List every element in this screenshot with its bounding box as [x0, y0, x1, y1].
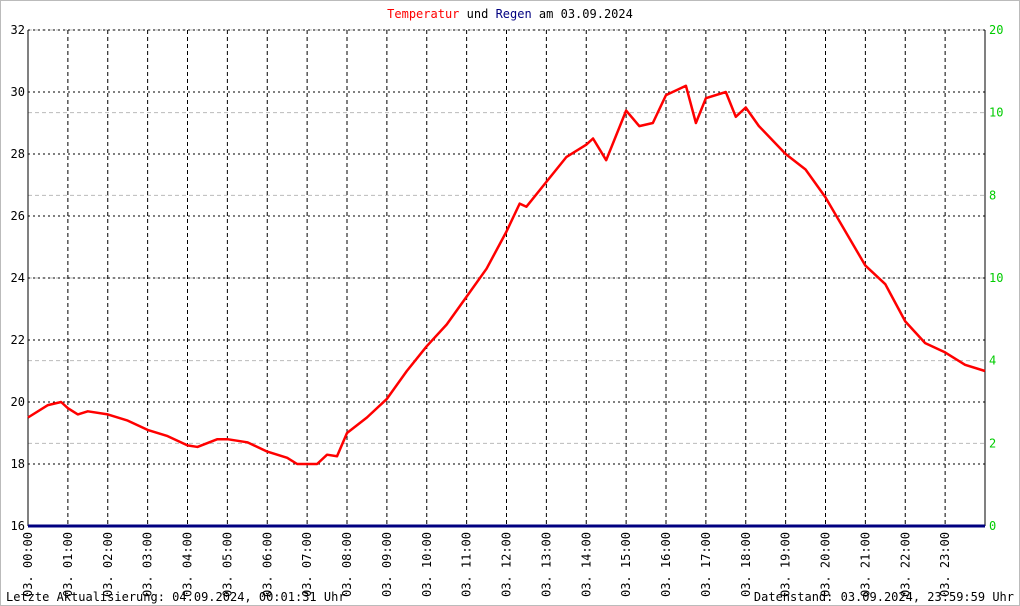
- y2-tick-label: 10: [989, 106, 1003, 120]
- x-tick-label: 03. 03:00: [141, 532, 155, 597]
- y2-tick-label: 2: [989, 436, 996, 450]
- footer-left: Letzte Aktualisierung: 04.09.2024, 00:01…: [6, 590, 346, 604]
- x-tick-label: 03. 08:00: [340, 532, 354, 597]
- x-tick-label: 03. 15:00: [619, 532, 633, 597]
- title-part: am 03.09.2024: [539, 7, 633, 21]
- x-tick-label: 03. 05:00: [220, 532, 234, 597]
- y2-tick-label: 20: [989, 23, 1003, 37]
- x-tick-label: 03. 09:00: [380, 532, 394, 597]
- x-tick-label: 03. 07:00: [300, 532, 314, 597]
- x-tick-label: 03. 16:00: [659, 532, 673, 597]
- y-tick-label: 16: [11, 519, 25, 533]
- y-tick-label: 22: [11, 333, 25, 347]
- x-tick-label: 03. 22:00: [898, 532, 912, 597]
- y-tick-label: 20: [11, 395, 25, 409]
- series-line: [27, 84, 986, 466]
- y-tick-label: 28: [11, 147, 25, 161]
- x-tick-label: 03. 21:00: [858, 532, 872, 597]
- y-tick-label: 32: [11, 23, 25, 37]
- y2-tick-label: 10: [989, 271, 1003, 285]
- footer-right: Datenstand: 03.09.2024, 23:59:59 Uhr: [754, 590, 1014, 604]
- x-tick-label: 03. 02:00: [101, 532, 115, 597]
- x-tick-label: 03. 17:00: [699, 532, 713, 597]
- y2-tick-label: 4: [989, 354, 996, 368]
- x-tick-label: 03. 23:00: [938, 532, 952, 597]
- x-tick-label: 03. 10:00: [420, 532, 434, 597]
- title-part: und: [467, 7, 489, 21]
- x-tick-label: 03. 20:00: [819, 532, 833, 597]
- x-tick-label: 03. 00:00: [21, 532, 35, 597]
- y-tick-label: 30: [11, 85, 25, 99]
- x-tick-label: 03. 13:00: [539, 532, 553, 597]
- x-tick-label: 03. 06:00: [260, 532, 274, 597]
- x-tick-label: 03. 11:00: [460, 532, 474, 597]
- x-tick-label: 03. 12:00: [500, 532, 514, 597]
- x-tick-label: 03. 14:00: [579, 532, 593, 597]
- x-tick-label: 03. 19:00: [779, 532, 793, 597]
- y-tick-label: 24: [11, 271, 25, 285]
- title-part: Temperatur: [387, 7, 459, 21]
- y2-tick-label: 0: [989, 519, 996, 533]
- y2-tick-label: 8: [989, 188, 996, 202]
- x-tick-label: 03. 18:00: [739, 532, 753, 597]
- y-tick-label: 26: [11, 209, 25, 223]
- chart-title: Temperatur und Regen am 03.09.2024: [387, 7, 633, 21]
- y-tick-label: 18: [11, 457, 25, 471]
- title-part: Regen: [496, 7, 532, 21]
- x-tick-label: 03. 01:00: [61, 532, 75, 597]
- x-tick-label: 03. 04:00: [181, 532, 195, 597]
